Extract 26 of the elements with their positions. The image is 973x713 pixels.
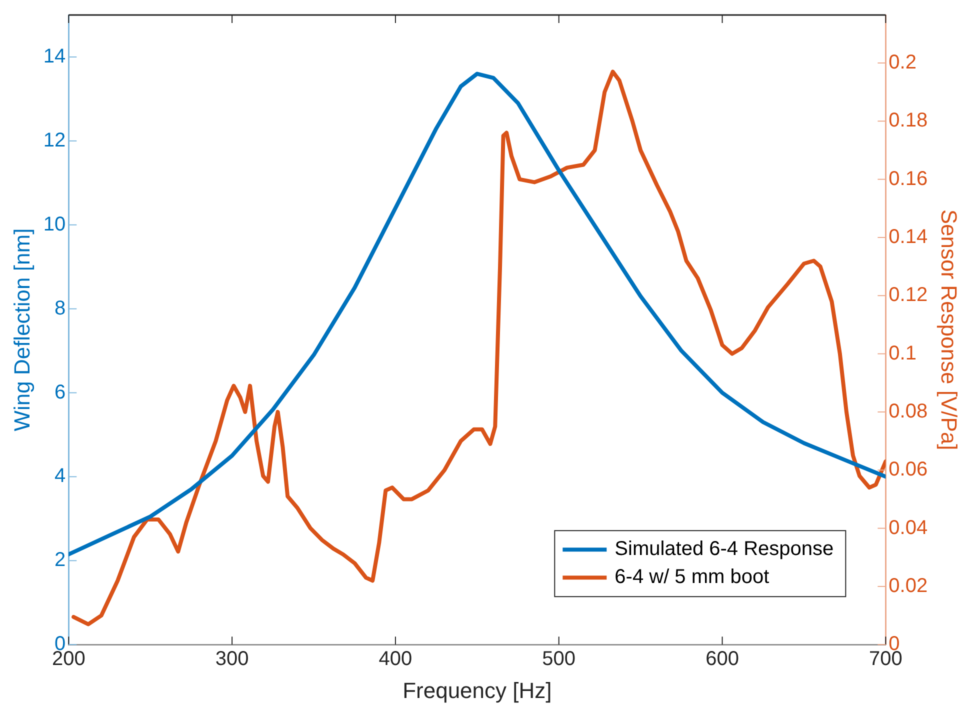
y-tick-label: 10	[43, 213, 66, 236]
y-tick-label: 2	[54, 549, 66, 572]
y2-tick-label: 0.2	[888, 52, 916, 74]
y2-tick-label: 0.12	[888, 284, 928, 306]
legend-label: 6-4 w/ 5 mm boot	[614, 566, 770, 588]
y2-tick-label: 0.06	[888, 458, 928, 481]
y2-tick-label: 0.08	[888, 400, 928, 422]
y2-tick-label: 0.04	[888, 516, 928, 539]
x-tick-label: 600	[706, 648, 739, 670]
x-tick-label: 300	[215, 648, 249, 670]
legend-label: Simulated 6-4 Response	[614, 538, 834, 560]
y-tick-label: 12	[43, 129, 66, 152]
y-tick-label: 14	[43, 45, 66, 68]
y2-tick-label: 0.18	[888, 110, 928, 132]
y2-axis-title: Sensor Response [V/Pa]	[936, 209, 962, 450]
x-tick-label: 400	[378, 648, 412, 670]
y2-tick-label: 0.14	[888, 226, 928, 248]
y2-tick-label: 0.16	[888, 168, 928, 190]
y-tick-label: 8	[54, 297, 66, 320]
y2-tick-label: 0.02	[888, 574, 928, 597]
y2-tick-label: 0.1	[888, 342, 916, 364]
y-tick-label: 4	[54, 465, 66, 488]
x-tick-label: 500	[542, 648, 576, 670]
y-tick-label: 6	[54, 381, 66, 404]
y-axis-title: Wing Deflection [nm]	[9, 228, 34, 432]
x-axis-title: Frequency [Hz]	[402, 678, 552, 703]
